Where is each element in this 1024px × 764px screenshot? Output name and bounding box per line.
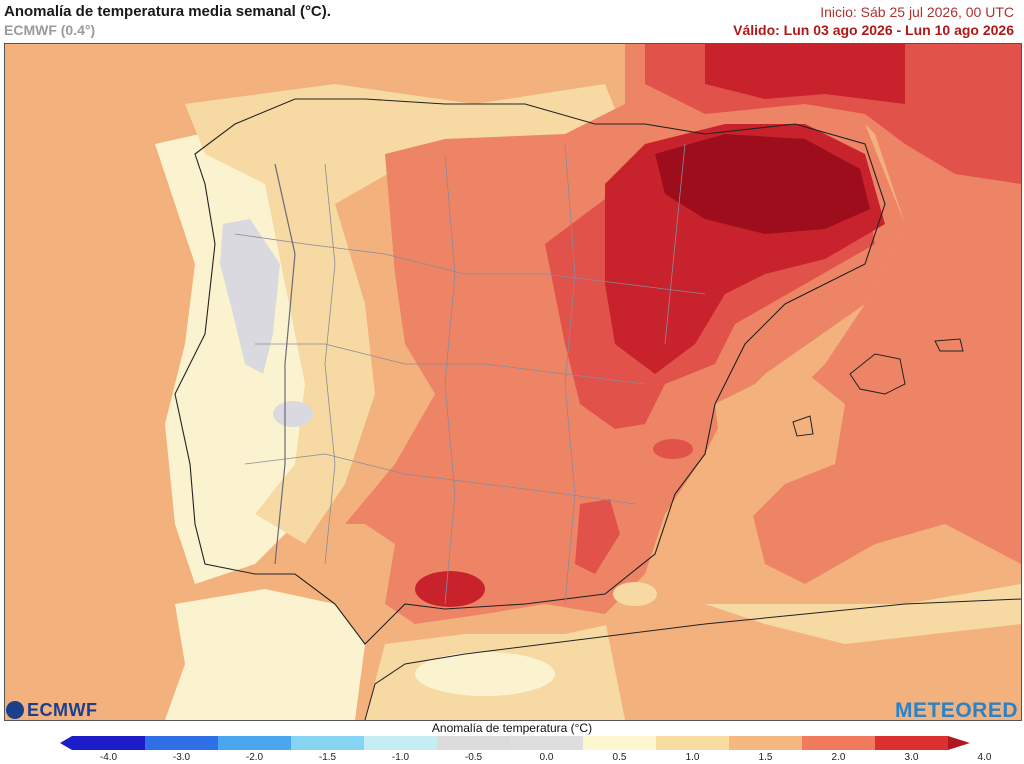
colorbar-bin xyxy=(875,736,949,750)
colorbar-bin xyxy=(437,736,511,750)
colorbar-bin xyxy=(291,736,365,750)
anomaly-gray-central xyxy=(273,401,313,427)
colorbar-bin xyxy=(583,736,657,750)
colorbar-tick-label: 0.5 xyxy=(612,752,627,763)
province-borders xyxy=(234,143,706,605)
colorbar-tick-label: 0.0 xyxy=(539,752,554,763)
iberia-coastline xyxy=(174,98,886,645)
anomaly-cadiz-pale xyxy=(165,589,365,720)
colorbar-bin xyxy=(802,736,876,750)
anomaly-alboran-pale xyxy=(415,652,555,696)
mallorca-outline xyxy=(849,353,906,395)
colorbar-bin xyxy=(510,736,584,750)
anomaly-dark-red-france xyxy=(705,44,905,104)
anomaly-map[interactable] xyxy=(4,43,1022,721)
anomaly-red-granada xyxy=(415,571,485,607)
anomaly-red-murcia xyxy=(575,499,620,574)
valid-period: Válido: Lun 03 ago 2026 - Lun 10 ago 202… xyxy=(733,22,1014,38)
menorca-outline xyxy=(934,338,964,352)
anomaly-light-orange-belt xyxy=(185,84,625,544)
ibiza-outline xyxy=(792,415,814,437)
anomaly-orange-balearic xyxy=(715,364,845,524)
meteored-logo: METEORED xyxy=(894,699,1018,722)
colorbar-bin xyxy=(729,736,803,750)
colorbar-tick-label: -2.0 xyxy=(245,752,264,763)
colorbar-bin xyxy=(72,736,146,750)
colorbar-tick-label: -1.5 xyxy=(318,752,337,763)
portugal-border xyxy=(274,163,296,565)
anomaly-africa-orange xyxy=(605,604,1021,720)
anomaly-east-spot xyxy=(613,582,657,606)
africa-coastline xyxy=(364,598,1021,720)
colorbar-bin xyxy=(364,736,438,750)
colorbar-bin xyxy=(218,736,292,750)
colorbar-bin xyxy=(145,736,219,750)
anomaly-red-alicante xyxy=(653,439,693,459)
map-canvas xyxy=(5,44,1021,720)
colorbar-tick-label: 1.5 xyxy=(758,752,773,763)
colorbar-left-arrow xyxy=(60,736,72,750)
model-label: ECMWF (0.4°) xyxy=(4,22,96,38)
colorbar-tick-label: -4.0 xyxy=(99,752,118,763)
colorbar-right-arrow xyxy=(948,736,970,750)
colorbar-tick-label: 4.0 xyxy=(977,752,992,763)
anomaly-ocean-west xyxy=(5,44,155,424)
anomaly-darkest-pyrenees xyxy=(655,134,870,234)
colorbar-tick-label: -0.5 xyxy=(464,752,483,763)
init-time: Inicio: Sáb 25 jul 2026, 00 UTC xyxy=(820,4,1014,20)
colorbar-tick-label: 2.0 xyxy=(831,752,846,763)
colorbar xyxy=(60,736,970,750)
anomaly-gray-north-portugal xyxy=(220,219,280,374)
colorbar-title: Anomalía de temperatura (°C) xyxy=(431,721,593,735)
colorbar-tick-label: 3.0 xyxy=(904,752,919,763)
colorbar-tick-label: -1.0 xyxy=(391,752,410,763)
ecmwf-mark-icon xyxy=(6,701,24,719)
colorbar-bin xyxy=(656,736,730,750)
ecmwf-logo: ECMWF xyxy=(6,700,97,721)
colorbar-tick-label: 1.0 xyxy=(685,752,700,763)
colorbar-tick-label: -3.0 xyxy=(172,752,191,763)
map-title: Anomalía de temperatura media semanal (°… xyxy=(4,3,331,20)
